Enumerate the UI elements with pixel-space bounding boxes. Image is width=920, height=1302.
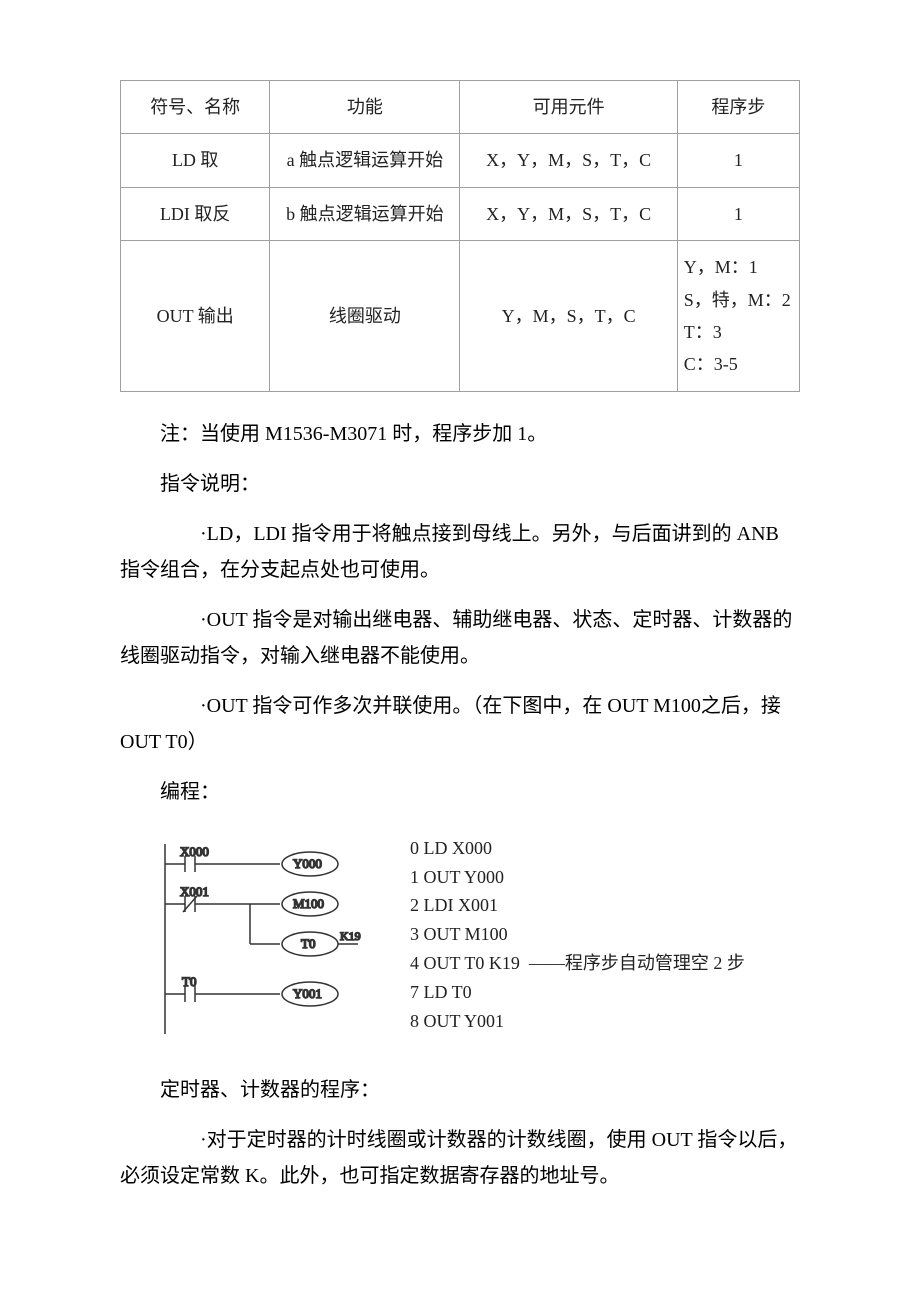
figure-row: X000 Y000 X001 M100 T0 bbox=[120, 834, 800, 1048]
cell-symbol: LD 取 bbox=[121, 134, 270, 187]
th-elements: 可用元件 bbox=[460, 81, 677, 134]
program-line: 1 OUT Y000 bbox=[410, 863, 745, 892]
cell-step: 1 bbox=[677, 187, 799, 240]
desc-text: ·OUT 指令是对输出继电器、辅助继电器、状态、定时器、计数器的线圈驱动指令，对… bbox=[120, 602, 800, 674]
program-line: 7 LD T0 bbox=[410, 978, 745, 1007]
label-y000: Y000 bbox=[293, 856, 322, 871]
ladder-diagram: X000 Y000 X001 M100 T0 bbox=[150, 834, 370, 1048]
section-heading: 编程： bbox=[120, 774, 800, 810]
program-line: 0 LD X000 bbox=[410, 834, 745, 863]
table-row: LDI 取反 b 触点逻辑运算开始 X，Y，M，S，T，C 1 bbox=[121, 187, 800, 240]
program-line: 2 LDI X001 bbox=[410, 891, 745, 920]
table-header-row: 符号、名称 功能 可用元件 程序步 bbox=[121, 81, 800, 134]
section-heading: 指令说明： bbox=[120, 466, 800, 502]
program-line: 3 OUT M100 bbox=[410, 920, 745, 949]
cell-symbol: OUT 输出 bbox=[121, 241, 270, 392]
section-heading: 定时器、计数器的程序： bbox=[120, 1072, 800, 1108]
th-steps: 程序步 bbox=[677, 81, 799, 134]
label-m100: M100 bbox=[293, 896, 324, 911]
th-symbol: 符号、名称 bbox=[121, 81, 270, 134]
cell-func: 线圈驱动 bbox=[270, 241, 460, 392]
cell-symbol: LDI 取反 bbox=[121, 187, 270, 240]
label-t0-coil: T0 bbox=[301, 936, 315, 951]
desc-text: ·LD，LDI 指令用于将触点接到母线上。另外，与后面讲到的 ANB 指令组合，… bbox=[120, 516, 800, 588]
desc-text: ·OUT 指令可作多次并联使用。（在下图中，在 OUT M100之后，接 OUT… bbox=[120, 688, 800, 760]
instruction-table: 符号、名称 功能 可用元件 程序步 LD 取 a 触点逻辑运算开始 X，Y，M，… bbox=[120, 80, 800, 392]
cell-elem: Y，M，S，T，C bbox=[460, 241, 677, 392]
label-k19: K19 bbox=[340, 929, 361, 943]
cell-elem: X，Y，M，S，T，C bbox=[460, 187, 677, 240]
program-listing: 0 LD X000 1 OUT Y000 2 LDI X001 3 OUT M1… bbox=[410, 834, 745, 1036]
desc-text: ·对于定时器的计时线圈或计数器的计数线圈，使用 OUT 指令以后，必须设定常数 … bbox=[120, 1122, 800, 1194]
cell-func: a 触点逻辑运算开始 bbox=[270, 134, 460, 187]
note-text: 注：当使用 M1536-M3071 时，程序步加 1。 bbox=[120, 416, 800, 452]
table-row: LD 取 a 触点逻辑运算开始 X，Y，M，S，T，C 1 bbox=[121, 134, 800, 187]
cell-func: b 触点逻辑运算开始 bbox=[270, 187, 460, 240]
cell-step: 1 bbox=[677, 134, 799, 187]
program-line: 8 OUT Y001 bbox=[410, 1007, 745, 1036]
label-y001: Y001 bbox=[293, 986, 322, 1001]
cell-elem: X，Y，M，S，T，C bbox=[460, 134, 677, 187]
table-row: OUT 输出 线圈驱动 Y，M，S，T，C Y，M：1S，特，M：2T：3C：3… bbox=[121, 241, 800, 392]
ladder-svg: X000 Y000 X001 M100 T0 bbox=[150, 834, 370, 1044]
cell-step: Y，M：1S，特，M：2T：3C：3-5 bbox=[677, 241, 799, 392]
th-function: 功能 bbox=[270, 81, 460, 134]
program-line: 4 OUT T0 K19 ——程序步自动管理空 2 步 bbox=[410, 949, 745, 978]
